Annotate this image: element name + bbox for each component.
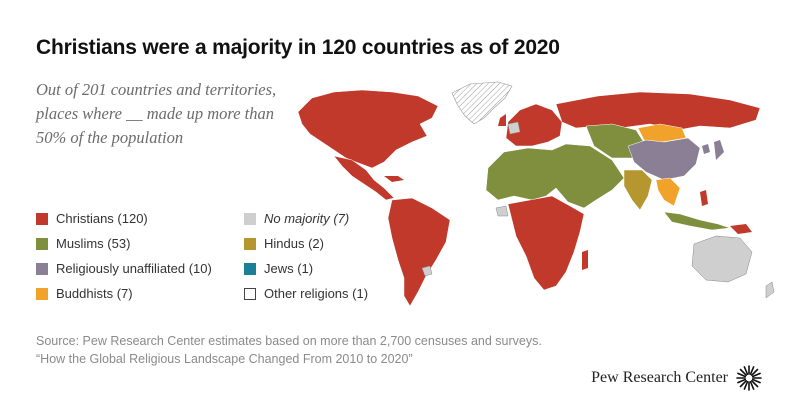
legend-item-hindus: Hindus (2) [244, 232, 406, 255]
australia [691, 235, 753, 283]
north-america [297, 89, 439, 169]
legend-label: Buddhists (7) [56, 286, 133, 301]
legend-item-christians: Christians (120) [36, 207, 244, 230]
philippines [700, 190, 708, 206]
chart-subtitle: Out of 201 countries and territories, pl… [36, 80, 277, 147]
north-africa-middle-east [485, 143, 625, 209]
legend-item-other-religions: Other religions (1) [244, 282, 406, 305]
legend-label: Hindus (2) [264, 236, 324, 251]
indonesia [663, 211, 731, 231]
legend-item-buddhists: Buddhists (7) [36, 282, 244, 305]
europe [505, 103, 563, 147]
legend-item-no-majority: No majority (7) [244, 207, 406, 230]
sub-saharan-africa [507, 195, 585, 291]
world-map [297, 81, 775, 307]
legend-label: Religiously unaffiliated (10) [56, 261, 212, 276]
papua-new-guinea [730, 224, 752, 234]
china [627, 137, 701, 181]
uk-ireland [498, 114, 506, 126]
greenland [451, 81, 513, 125]
report-title: “How the Global Religious Landscape Chan… [36, 352, 413, 366]
christians-swatch [36, 212, 48, 225]
southeast-asia [655, 177, 681, 207]
buddhists-swatch [36, 287, 48, 300]
uruguay-no-majority [421, 265, 433, 277]
mexico-central-america [333, 155, 395, 201]
legend-item-unaffiliated: Religiously unaffiliated (10) [36, 257, 244, 280]
legend: Christians (120) No majority (7) Muslims… [36, 207, 406, 305]
south-america [387, 197, 451, 307]
muslims-swatch [36, 237, 48, 250]
legend-item-jews: Jews (1) [244, 257, 406, 280]
legend-label: Other religions (1) [264, 286, 369, 301]
legend-label: No majority (7) [264, 211, 350, 226]
madagascar [582, 250, 588, 270]
unaffiliated-swatch [36, 262, 48, 275]
source-line: Source: Pew Research Center estimates ba… [36, 334, 542, 348]
brand-footer: Pew Research Center [591, 365, 762, 391]
source-note: Source: Pew Research Center estimates ba… [36, 332, 542, 368]
mongolia [637, 123, 687, 143]
india [623, 169, 653, 211]
jews-swatch [244, 262, 256, 275]
hindus-swatch [244, 237, 256, 250]
west-africa-no-majority [495, 205, 509, 217]
brand-name: Pew Research Center [591, 369, 728, 386]
legend-label: Muslims (53) [56, 236, 131, 251]
legend-label: Jews (1) [264, 261, 314, 276]
europe-unaffiliated [507, 121, 521, 135]
pew-sunburst-icon [736, 365, 762, 391]
legend-item-muslims: Muslims (53) [36, 232, 244, 255]
other-religions-swatch [244, 287, 256, 300]
new-zealand [765, 281, 775, 299]
korea-japan [702, 140, 724, 160]
caribbean [384, 176, 404, 182]
chart-title: Christians were a majority in 120 countr… [36, 36, 560, 59]
no-majority-swatch [244, 212, 256, 225]
legend-label: Christians (120) [56, 211, 148, 226]
